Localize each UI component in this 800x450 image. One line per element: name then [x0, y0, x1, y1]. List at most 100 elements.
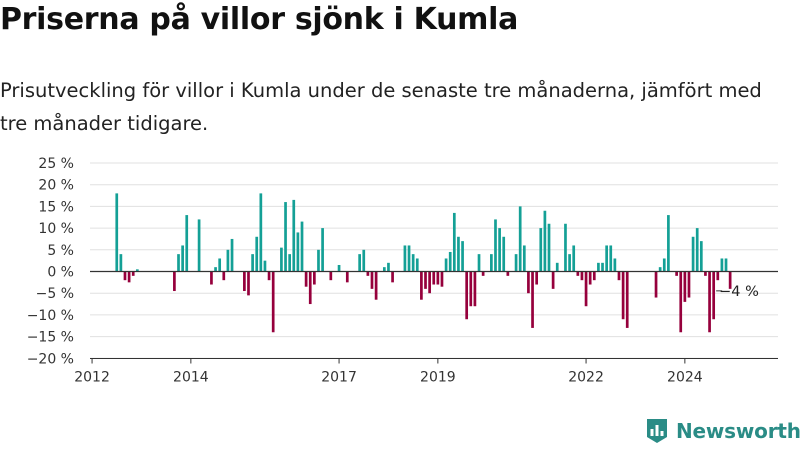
bar: [531, 271, 534, 328]
bar: [374, 271, 378, 300]
bar: [555, 262, 559, 272]
bar: [625, 271, 629, 328]
bar: [473, 271, 477, 307]
bar: [588, 271, 592, 285]
bar: [601, 262, 604, 272]
bar: [539, 228, 543, 272]
bar: [592, 271, 596, 281]
bar: [687, 271, 691, 298]
y-tick-label: 25 %: [38, 156, 74, 172]
y-tick-label: 0 %: [47, 265, 74, 281]
bar-chart: 25 % 20 % 15 % 10 % 5 % 0 % −5 % −10 % −15 % −20 …: [27, 156, 778, 386]
bar: [547, 223, 551, 272]
x-tick-label: 2012: [74, 370, 110, 386]
bar: [502, 236, 506, 272]
bar: [308, 271, 312, 305]
grid-lines: [90, 162, 778, 359]
y-tick-label: 15 %: [38, 199, 74, 215]
bar: [304, 271, 308, 287]
bar: [127, 271, 131, 283]
bar: [243, 271, 246, 292]
bar: [576, 271, 580, 276]
bar: [720, 258, 724, 272]
bar: [420, 271, 423, 300]
bar: [716, 271, 720, 281]
y-tick-label: 10 %: [38, 221, 74, 237]
bar: [263, 260, 267, 272]
bar: [506, 271, 510, 276]
bar: [226, 249, 230, 272]
bar: [448, 251, 452, 272]
bar: [667, 215, 670, 272]
bar: [551, 271, 555, 289]
bar: [662, 258, 666, 272]
bar: [247, 271, 250, 296]
x-tick-label: 2014: [173, 370, 209, 386]
bar: [280, 247, 283, 272]
bar: [621, 271, 625, 320]
bar: [440, 271, 444, 287]
bar: [251, 254, 254, 272]
bar: [543, 210, 547, 272]
bar: [214, 267, 217, 272]
bar: [222, 271, 226, 281]
bar: [444, 258, 448, 272]
bar: [284, 202, 287, 272]
y-tick-label: −20 %: [27, 351, 74, 367]
bar: [658, 267, 662, 272]
bar: [119, 254, 123, 272]
bar: [675, 271, 678, 276]
bar: [292, 199, 296, 272]
bar: [403, 245, 407, 272]
bar: [424, 271, 427, 289]
bar: [584, 271, 588, 307]
bar: [609, 245, 613, 272]
y-tick-label: 20 %: [38, 178, 74, 194]
bar: [387, 262, 390, 272]
bar: [494, 219, 497, 272]
bar: [683, 271, 687, 302]
annotation: −4 %: [716, 284, 759, 300]
bar: [522, 245, 526, 272]
bar: [288, 254, 292, 272]
bar: [181, 245, 184, 272]
bar: [613, 258, 617, 272]
bar: [691, 236, 695, 272]
bar: [313, 271, 316, 285]
bar: [535, 271, 539, 285]
bar: [461, 241, 464, 272]
y-tick-label: 5 %: [47, 243, 74, 259]
bar: [115, 193, 119, 272]
bar: [362, 249, 366, 272]
newsworthy-logo-icon: [647, 419, 667, 443]
y-tick-label: −10 %: [27, 308, 74, 324]
bar: [415, 258, 419, 272]
bar: [407, 245, 411, 272]
bar: [230, 238, 234, 272]
y-tick-label: −5 %: [36, 286, 74, 302]
bar: [457, 236, 460, 272]
bar: [131, 271, 135, 276]
bar: [469, 271, 473, 307]
bar: [572, 245, 576, 272]
bar: [712, 271, 716, 320]
bar: [259, 193, 263, 272]
bar: [518, 206, 522, 272]
bar: [695, 228, 699, 272]
bar: [271, 271, 275, 333]
bar: [704, 271, 707, 276]
brand-logo: Newsworthy: [645, 418, 800, 444]
bar: [481, 271, 485, 276]
bar: [428, 271, 431, 294]
bar: [597, 262, 600, 272]
x-tick-label: 2019: [420, 370, 456, 386]
bar: [123, 271, 127, 281]
bar: [391, 271, 394, 283]
bar: [605, 245, 608, 272]
bar: [218, 258, 222, 272]
x-tick-label: 2017: [321, 370, 357, 386]
bar: [564, 223, 567, 272]
bar: [411, 254, 415, 272]
bar: [654, 271, 658, 298]
bar: [300, 221, 304, 272]
